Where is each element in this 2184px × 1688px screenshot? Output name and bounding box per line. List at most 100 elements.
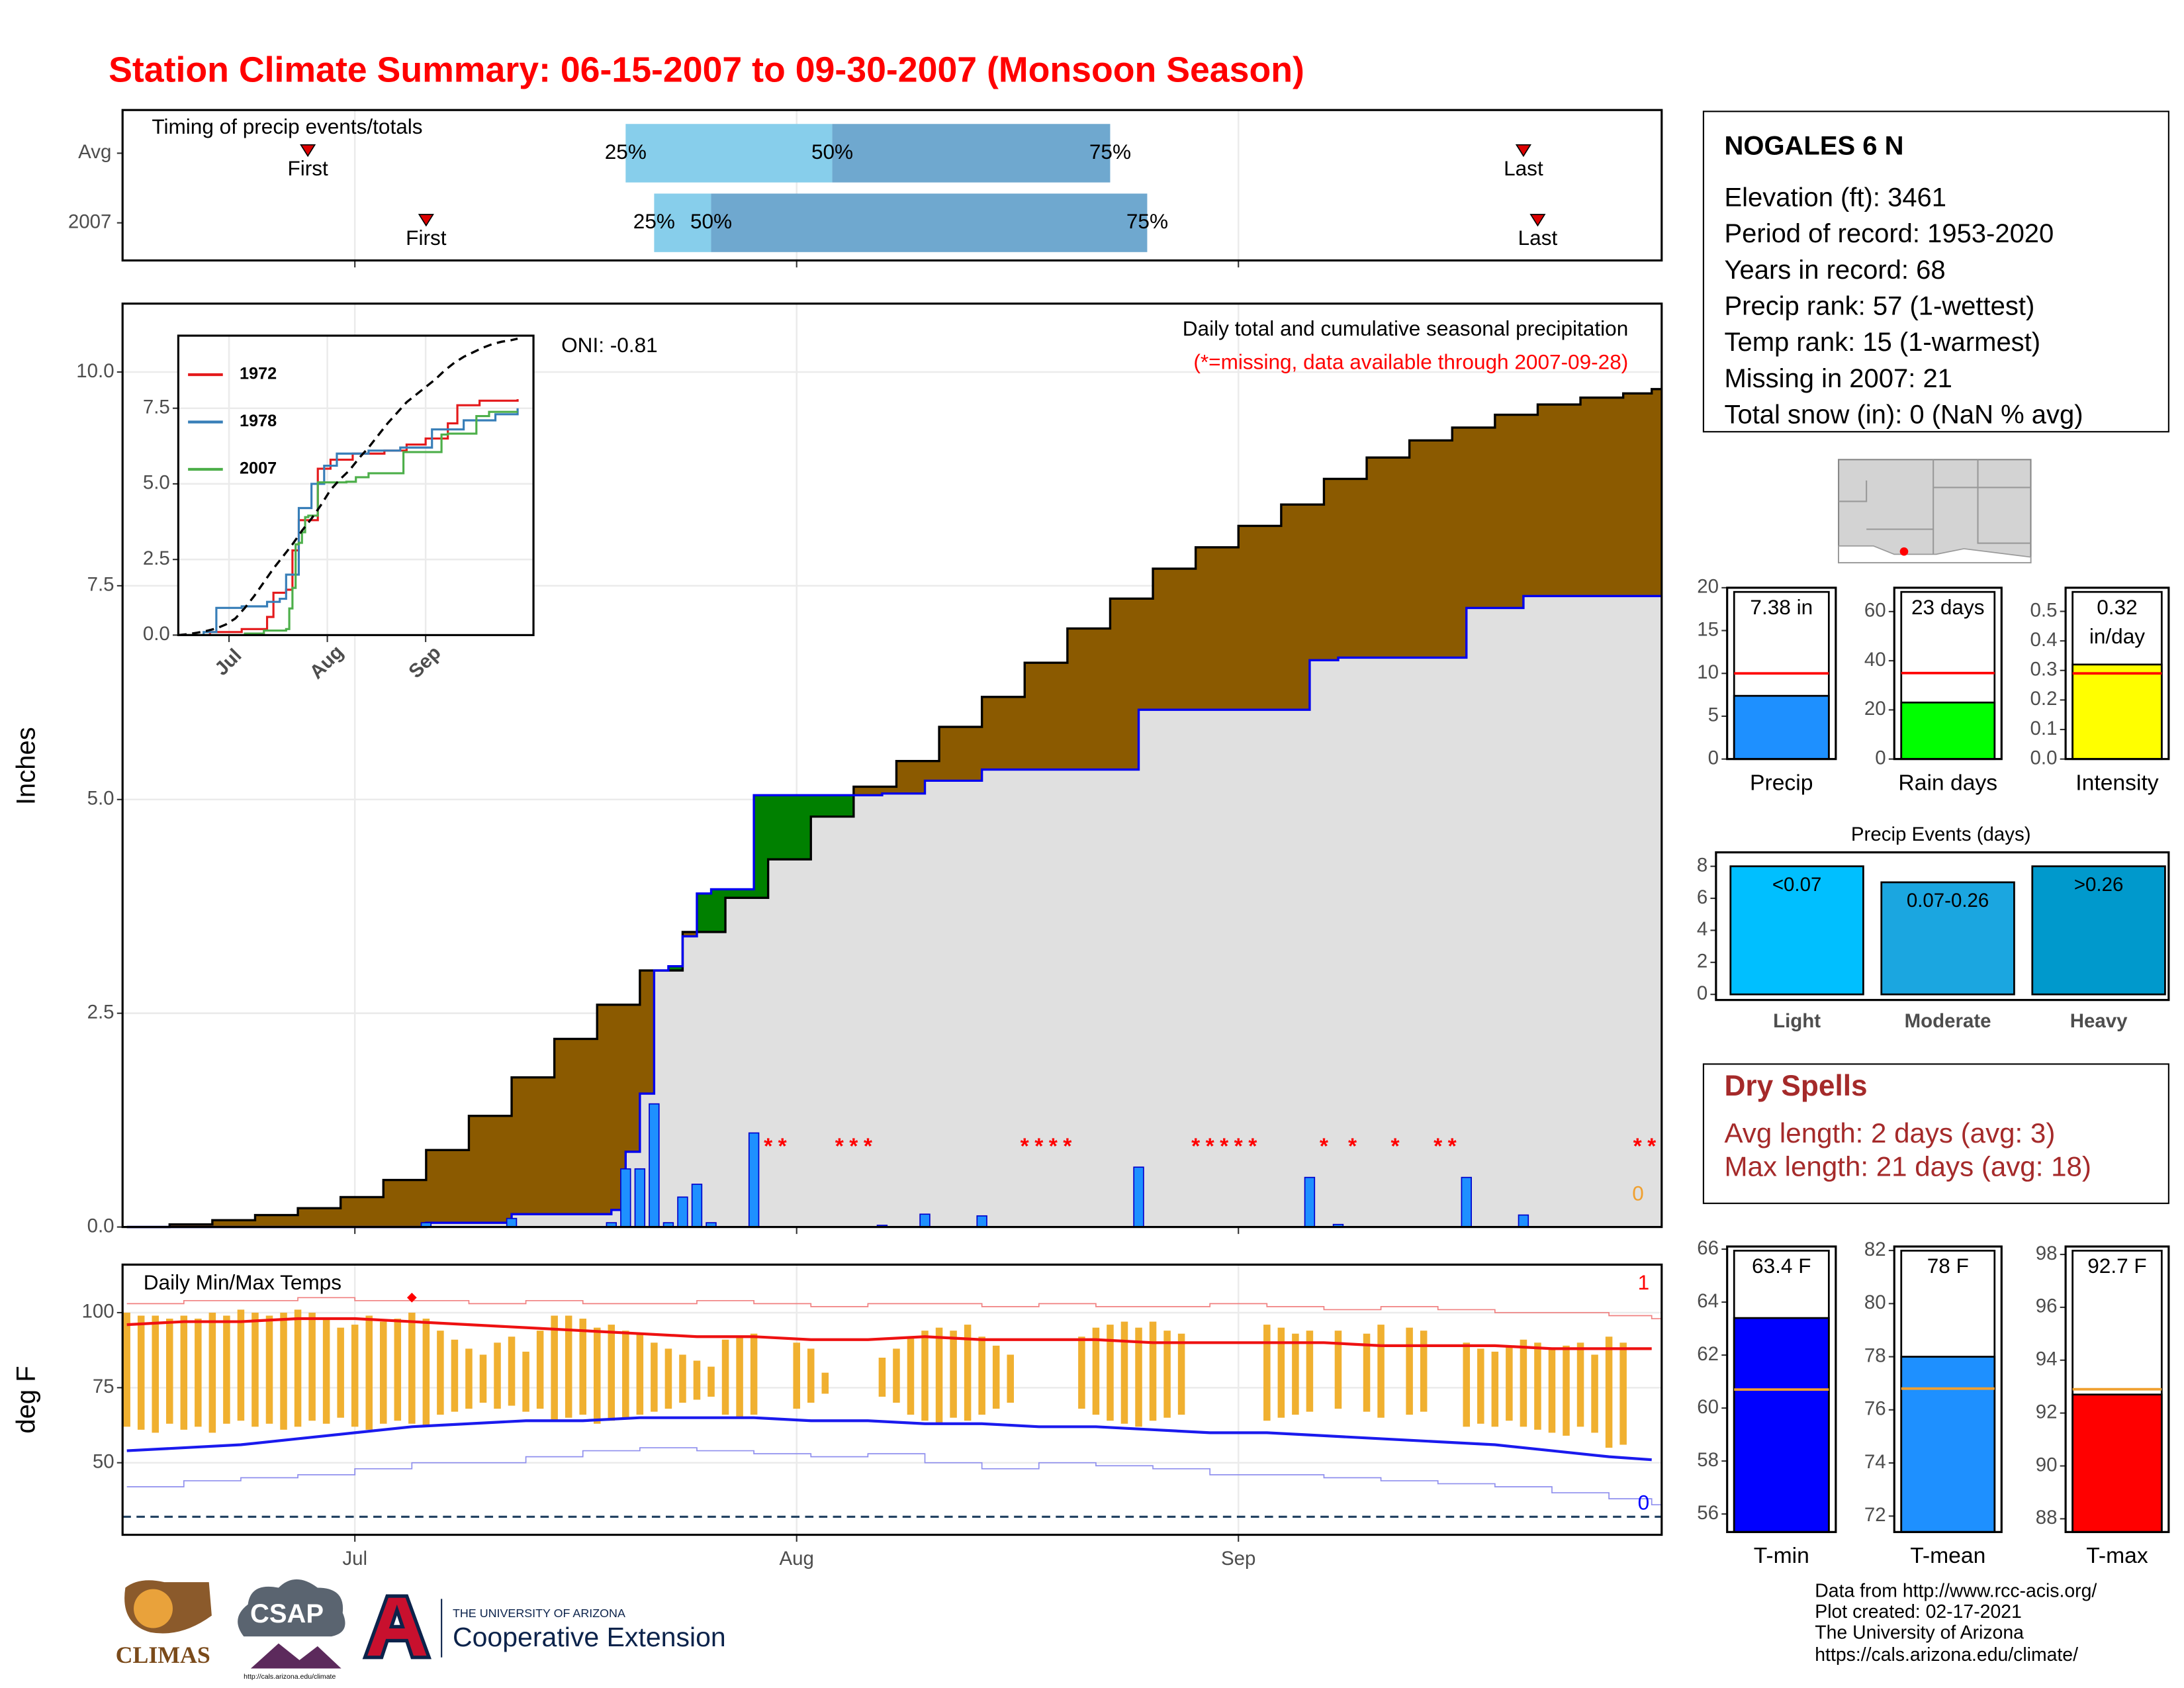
daily-temp-bar bbox=[950, 1331, 957, 1418]
quantile-label: 25% bbox=[633, 209, 675, 233]
daily-precip-bar bbox=[976, 1215, 987, 1228]
daily-temp-bar bbox=[1563, 1345, 1570, 1436]
mini-bar bbox=[1900, 701, 1996, 761]
daily-temp-bar bbox=[664, 1348, 672, 1409]
y-tick-label: 75 bbox=[93, 1376, 114, 1397]
mini-frame bbox=[1893, 1245, 2003, 1533]
daily-temp-bar bbox=[1534, 1342, 1541, 1430]
y-tick-label: 0 bbox=[1708, 747, 1719, 769]
missing-marker: * bbox=[1034, 1135, 1044, 1159]
daily-temp-bar bbox=[265, 1315, 273, 1424]
events-frame bbox=[1715, 851, 2170, 1002]
daily-precip-bar bbox=[634, 1168, 646, 1228]
avg-max-line bbox=[126, 1317, 1652, 1350]
y-tick-label: 98 bbox=[2036, 1243, 2058, 1264]
y-tick-label: 5.0 bbox=[87, 788, 114, 810]
panel-frame bbox=[121, 303, 1663, 1229]
bin-label: 0.07-0.26 bbox=[1907, 890, 1989, 912]
event-bar bbox=[1880, 881, 2015, 996]
daily-temp-bar bbox=[1548, 1348, 1556, 1433]
info-line: Temp rank: 15 (1-warmest) bbox=[1724, 328, 2040, 357]
csap-url: http://cals.arizona.edu/climate bbox=[244, 1673, 336, 1681]
event-label: First bbox=[287, 156, 328, 180]
info-box bbox=[1702, 111, 2169, 433]
value-label: 0.32 bbox=[2097, 595, 2137, 619]
y-tick-label: 94 bbox=[2036, 1348, 2058, 1370]
y-tick-label: 40 bbox=[1864, 649, 1886, 671]
y-tick-label: 7.5 bbox=[87, 574, 114, 596]
inset-line bbox=[178, 410, 518, 636]
daily-precip-bar bbox=[506, 1217, 518, 1228]
daily-temp-bar bbox=[451, 1339, 459, 1412]
csap-mountain bbox=[250, 1643, 341, 1669]
daily-precip-bar bbox=[1133, 1166, 1144, 1228]
missing-marker: * bbox=[1021, 1135, 1030, 1159]
missing-marker: * bbox=[1063, 1135, 1072, 1159]
daily-temp-bar bbox=[992, 1345, 1000, 1409]
y-tick-label: 90 bbox=[2036, 1454, 2058, 1476]
daily-temp-bar bbox=[465, 1348, 473, 1409]
daily-temp-bar bbox=[1605, 1336, 1613, 1448]
quartile-bar bbox=[625, 124, 833, 183]
mini-bar bbox=[1900, 1356, 1996, 1533]
dry-spells-box bbox=[1702, 1063, 2169, 1204]
x-tick-label: Sep bbox=[1221, 1548, 1255, 1570]
footer-line: Data from http://www.rcc-acis.org/ bbox=[1815, 1580, 2097, 1601]
daily-temp-bar bbox=[280, 1312, 287, 1430]
chart-subtitle: (*=missing, data available through 2007-… bbox=[1193, 350, 1628, 373]
csap-logo-text: CSAP bbox=[250, 1599, 324, 1628]
daily-temp-bar bbox=[166, 1319, 173, 1424]
quantile-label: 50% bbox=[811, 140, 853, 164]
y-tick-label: 0 bbox=[1697, 982, 1707, 1004]
missing-marker: * bbox=[1191, 1135, 1201, 1159]
daily-temp-bar bbox=[1120, 1321, 1128, 1424]
logos: CLIMAS CSAP http://cals.arizona.edu/clim… bbox=[116, 1579, 726, 1681]
event-marker bbox=[1515, 144, 1531, 158]
record-min-line bbox=[126, 1447, 1662, 1506]
daily-temp-bar bbox=[123, 1312, 130, 1427]
dry-spells-line: Avg length: 2 days (avg: 3) bbox=[1724, 1117, 2055, 1149]
chart-title: Daily total and cumulative seasonal prec… bbox=[1183, 316, 1628, 340]
station-name: NOGALES 6 N bbox=[1724, 132, 1903, 161]
footer-line: The University of Arizona bbox=[1815, 1622, 2024, 1643]
daily-temp-bar bbox=[693, 1360, 701, 1400]
inset-frame bbox=[177, 334, 535, 636]
daily-temp-bar bbox=[152, 1315, 159, 1433]
y-tick-label: 0.1 bbox=[2030, 718, 2058, 739]
daily-temp-bar bbox=[978, 1336, 985, 1415]
missing-marker: * bbox=[835, 1135, 844, 1159]
daily-temp-bar bbox=[1107, 1325, 1114, 1421]
daily-temp-bar bbox=[593, 1327, 601, 1424]
daily-temp-bar bbox=[893, 1348, 900, 1403]
panel-title: Timing of precip events/totals bbox=[152, 115, 422, 138]
y-tick-label: 60 bbox=[1864, 600, 1886, 622]
y-tick-label: 8 bbox=[1697, 854, 1707, 876]
daily-temp-bar bbox=[579, 1319, 586, 1415]
daily-temp-bar bbox=[1163, 1331, 1171, 1418]
daily-temp-bar bbox=[494, 1342, 501, 1409]
info-line: Total snow (in): 0 (NaN % avg) bbox=[1724, 400, 2083, 430]
station-location bbox=[1899, 547, 1909, 556]
record-max-line bbox=[126, 1297, 1662, 1319]
daily-temp-bar bbox=[437, 1331, 444, 1415]
y-tick-label: 80 bbox=[1864, 1291, 1886, 1313]
mini-label: T-min bbox=[1754, 1544, 1809, 1568]
value-label: 7.38 in bbox=[1750, 595, 1813, 619]
daily-temp-bar bbox=[1363, 1333, 1371, 1412]
dry-spells-title: Dry Spells bbox=[1724, 1070, 1867, 1102]
daily-temp-bar bbox=[636, 1333, 644, 1415]
avg-cumulative-line bbox=[126, 388, 1662, 1229]
mini-label: Intensity bbox=[2075, 771, 2159, 795]
info-line: Period of record: 1953-2020 bbox=[1724, 219, 2054, 248]
daily-temp-bar bbox=[365, 1315, 373, 1430]
footer: Data from http://www.rcc-acis.org/ Plot … bbox=[1815, 1580, 2097, 1665]
mini-frame bbox=[1726, 586, 1837, 761]
y-tick-label: 66 bbox=[1697, 1237, 1719, 1259]
daily-temp-bar bbox=[935, 1327, 943, 1424]
inset-avg-line bbox=[178, 337, 518, 637]
missing-marker: * bbox=[1049, 1135, 1058, 1159]
event-marker bbox=[300, 144, 316, 158]
daily-precip-bar bbox=[1304, 1176, 1316, 1228]
page-title: Station Climate Summary: 06-15-2007 to 0… bbox=[109, 50, 1304, 90]
y-tick-label: 60 bbox=[1697, 1396, 1719, 1418]
